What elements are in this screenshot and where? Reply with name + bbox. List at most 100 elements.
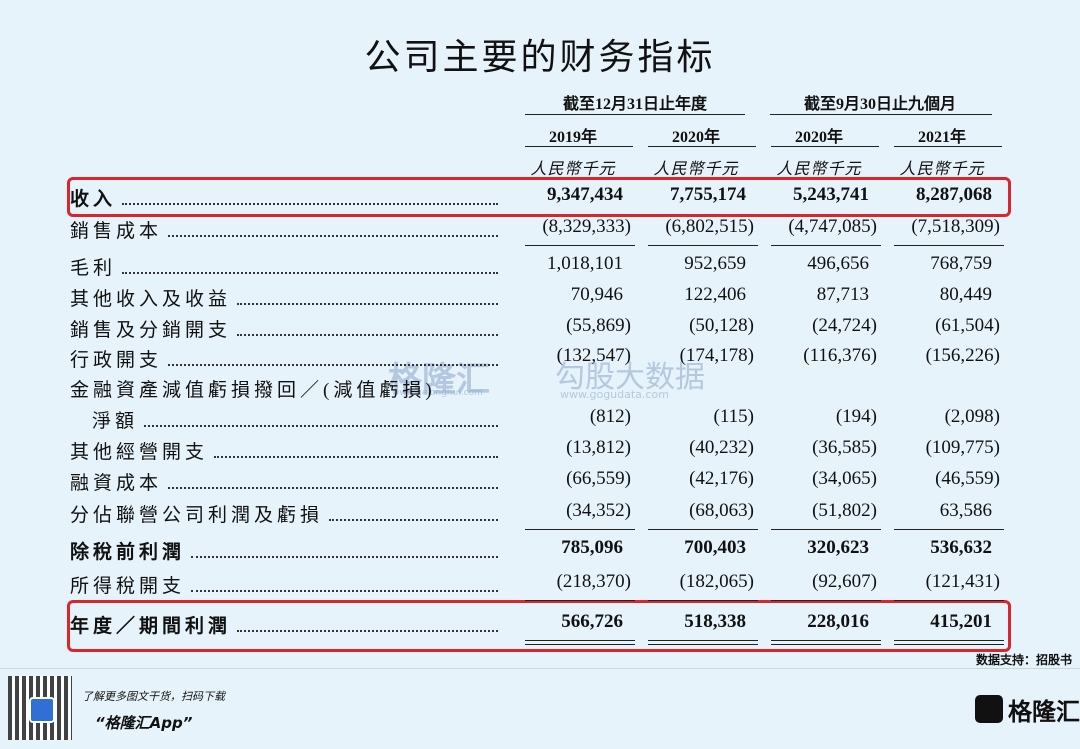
leader — [168, 364, 498, 366]
qr-logo — [29, 697, 55, 723]
cell-value: (182,065) — [679, 571, 754, 592]
rule — [648, 245, 758, 246]
rule — [771, 600, 881, 601]
cell-value: (68,063) — [689, 500, 754, 521]
watermark: 勾股大数据 — [555, 360, 705, 395]
row-label: 金融資產減值虧損撥回／(減值虧損) — [70, 380, 436, 401]
logo-icon — [975, 695, 1003, 723]
watermark: www.gogudata.com — [560, 388, 669, 401]
cell-value: 320,623 — [807, 537, 869, 558]
unit-header: 人民幣千元 — [530, 161, 616, 178]
highlight-box — [67, 600, 1011, 652]
unit-header: 人民幣千元 — [776, 161, 862, 178]
cell-value: (36,585) — [812, 437, 877, 458]
cell-value: 496,656 — [807, 253, 869, 274]
leader — [237, 630, 498, 632]
rule — [525, 529, 635, 530]
cell-value: (46,559) — [935, 468, 1000, 489]
cell-value: (174,178) — [679, 345, 754, 366]
leader — [214, 456, 498, 458]
app-name: “格隆汇App” — [95, 714, 193, 732]
source: 数据支持：招股书 — [975, 653, 1072, 667]
year-header: 2020年 — [671, 129, 720, 146]
leader — [329, 519, 498, 521]
cell-value: 785,096 — [561, 537, 623, 558]
cell-value: 768,759 — [930, 253, 992, 274]
leader — [237, 303, 498, 305]
rule — [525, 600, 635, 601]
cell-value: (51,802) — [812, 500, 877, 521]
rule — [894, 529, 1004, 530]
group-header: 截至9月30日止九個月 — [803, 96, 956, 113]
cell-value: 228,016 — [807, 611, 869, 632]
cell-value: (55,869) — [566, 315, 631, 336]
cell-value: 122,406 — [684, 284, 746, 305]
cell-value: (812) — [589, 406, 631, 427]
row-label: 銷售及分銷開支 — [70, 320, 232, 341]
unit-header: 人民幣千元 — [899, 161, 985, 178]
leader — [122, 203, 498, 205]
rule — [771, 245, 881, 246]
cell-value: 5,243,741 — [793, 184, 869, 205]
cell-value: (42,176) — [689, 468, 754, 489]
rule — [771, 146, 879, 147]
rule — [648, 146, 756, 147]
row-label: 收入 — [70, 189, 117, 210]
divider — [0, 668, 1080, 669]
year-header: 2019年 — [548, 129, 597, 146]
cell-value: (115) — [713, 406, 754, 427]
cell-value: (8,329,333) — [542, 216, 631, 237]
cell-value: (109,775) — [925, 437, 1000, 458]
cell-value: 700,403 — [684, 537, 746, 558]
cell-value: 536,632 — [930, 537, 992, 558]
cell-value: 1,018,101 — [547, 253, 623, 274]
row-label: 毛利 — [70, 258, 117, 279]
leader — [144, 425, 498, 427]
cell-value: 7,755,174 — [670, 184, 746, 205]
cell-value: 415,201 — [930, 611, 992, 632]
rule — [525, 644, 635, 645]
highlight-box — [67, 177, 1011, 217]
cell-value: (4,747,085) — [788, 216, 877, 237]
rule — [894, 600, 1004, 601]
rule — [771, 644, 881, 645]
cell-value: (7,518,309) — [911, 216, 1000, 237]
cell-value: 952,659 — [684, 253, 746, 274]
rule — [894, 245, 1004, 246]
promo: 了解更多图文干货，扫码下载 — [82, 690, 225, 703]
cell-value: 80,449 — [939, 284, 992, 305]
rule — [525, 640, 635, 641]
watermark: 格隆汇 — [388, 360, 490, 400]
logo-text: 格隆汇 — [1008, 698, 1080, 726]
rule — [894, 640, 1004, 641]
rule — [771, 640, 881, 641]
unit-header: 人民幣千元 — [653, 161, 739, 178]
rule — [525, 245, 635, 246]
row-label: 銷售成本 — [70, 221, 163, 242]
cell-value: (218,370) — [556, 571, 631, 592]
row-label: 其他經營開支 — [70, 442, 209, 463]
cell-value: (50,128) — [689, 315, 754, 336]
cell-value: (132,547) — [556, 345, 631, 366]
group-header: 截至12月31日止年度 — [562, 96, 707, 113]
row-label: 其他收入及收益 — [70, 289, 232, 310]
rule — [648, 644, 758, 645]
rule — [770, 114, 992, 115]
cell-value: (6,802,515) — [665, 216, 754, 237]
cell-value: (61,504) — [935, 315, 1000, 336]
row-label: 融資成本 — [70, 473, 163, 494]
cell-value: 566,726 — [561, 611, 623, 632]
cell-value: (194) — [835, 406, 877, 427]
cell-value: (13,812) — [566, 437, 631, 458]
title: 公司主要的财务指标 — [364, 37, 716, 78]
row-label: 年度／期間利潤 — [70, 616, 232, 637]
cell-value: (40,232) — [689, 437, 754, 458]
cell-value: 518,338 — [684, 611, 746, 632]
cell-value: 70,946 — [570, 284, 623, 305]
rule — [648, 640, 758, 641]
leader — [122, 272, 498, 274]
cell-value: (2,098) — [944, 406, 1000, 427]
cell-value: 87,713 — [816, 284, 869, 305]
leader — [191, 590, 498, 592]
